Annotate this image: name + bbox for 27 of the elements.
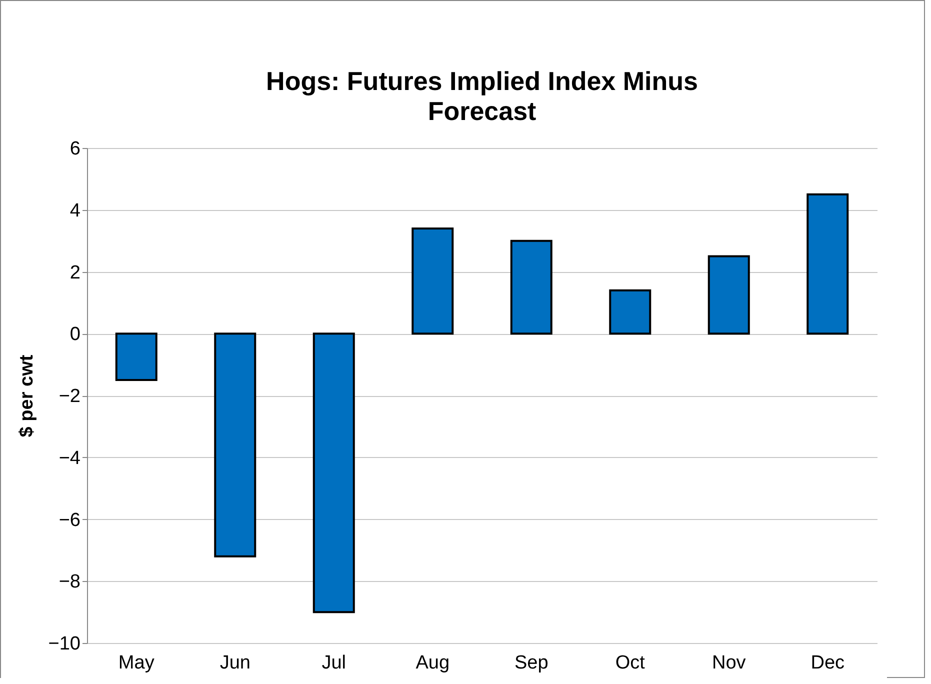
x-tick-label: Nov (712, 652, 746, 674)
x-tick-label: Sep (514, 652, 548, 674)
y-tick-label: 2 (70, 262, 80, 284)
y-tick-label: 6 (70, 138, 80, 160)
bar (806, 193, 849, 335)
bar (510, 240, 552, 335)
x-tick-label: Aug (416, 652, 450, 674)
bar (609, 289, 652, 335)
bar (708, 255, 750, 335)
y-tick-label: −6 (58, 510, 80, 531)
x-tick-label: Jun (220, 652, 250, 674)
x-tick-label: Jul (322, 652, 346, 674)
bar (115, 332, 158, 382)
x-tick-label: Oct (615, 652, 646, 674)
y-tick-label: 0 (70, 324, 80, 346)
bar (412, 227, 454, 335)
y-tick-label: −8 (58, 572, 80, 593)
y-axis-title: $ per cwt (16, 354, 38, 438)
x-tick-label: May (118, 652, 155, 674)
y-tick-label: −10 (48, 634, 80, 654)
y-tick-label: 4 (70, 200, 81, 222)
chart-title: Hogs: Futures Implied Index Minus Forecast (266, 66, 698, 126)
y-tick-label: −2 (58, 386, 80, 407)
x-tick-label: Dec (810, 652, 845, 674)
y-tick-label: −4 (58, 448, 81, 469)
bar (214, 332, 256, 558)
bar (312, 332, 355, 614)
